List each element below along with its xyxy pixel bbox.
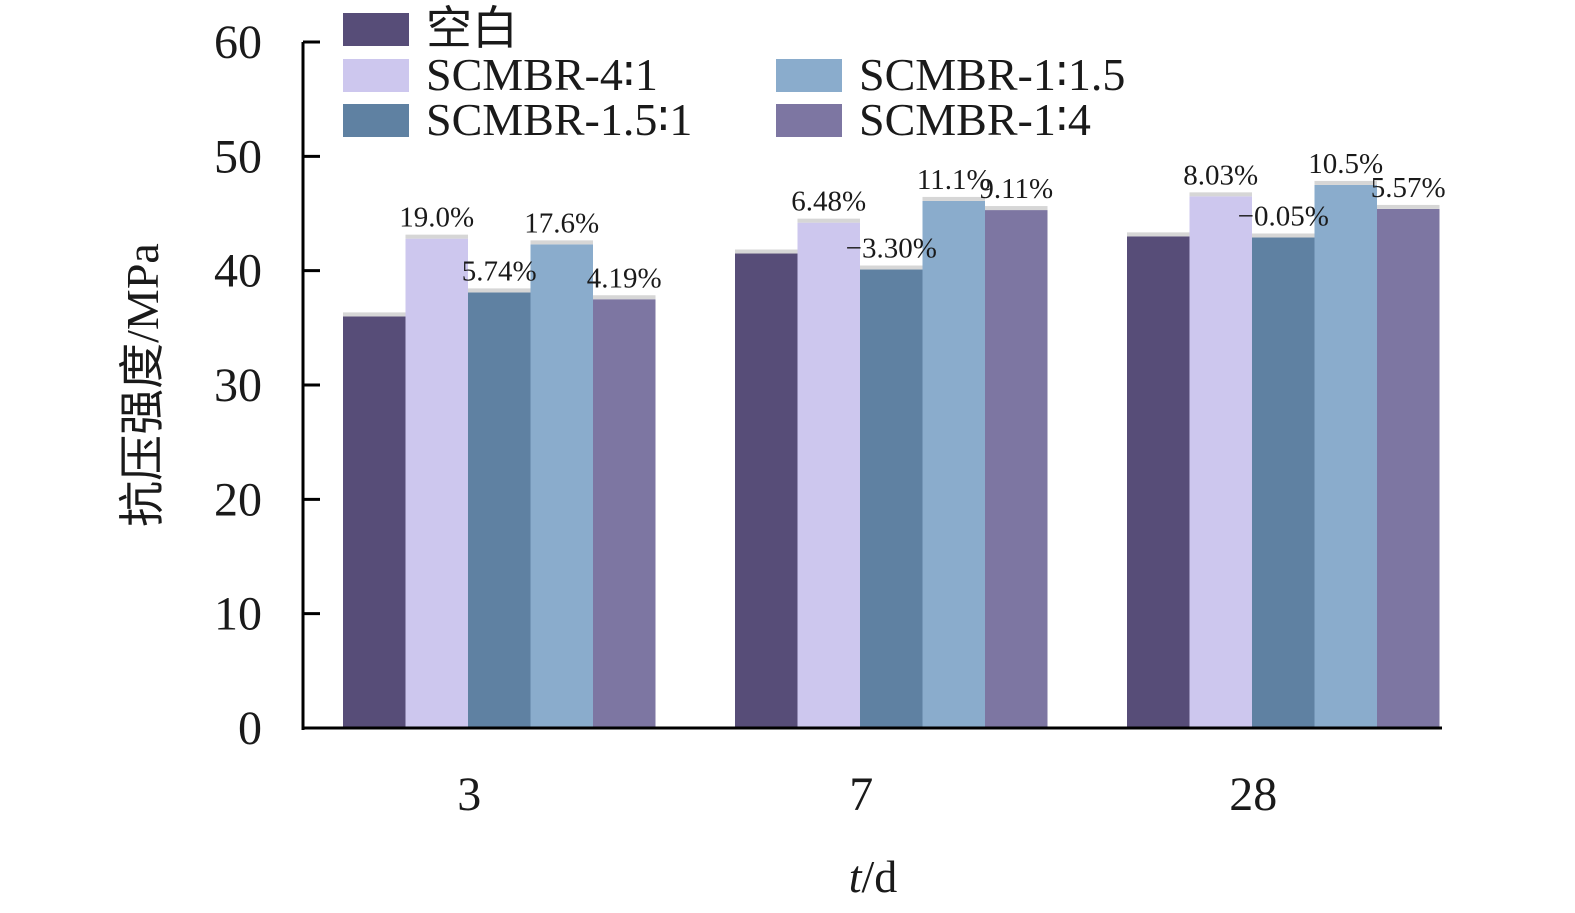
bar-3-2 — [405, 238, 468, 729]
y-tick-label-10: 10 — [214, 588, 262, 641]
bar-28-2 — [1189, 196, 1252, 729]
bar-cap-7-4 — [922, 196, 985, 201]
bar-cap-28-1 — [1127, 232, 1190, 237]
data-label-3-3: 5.74% — [462, 255, 537, 287]
bar-cap-7-5 — [985, 206, 1048, 211]
legend-label-5: SCMBR-1∶4 — [859, 94, 1091, 145]
bar-3-3 — [468, 292, 531, 728]
bar-7-3 — [860, 269, 923, 728]
bar-7-1 — [735, 253, 798, 728]
bar-7-2 — [797, 222, 860, 728]
bar-28-1 — [1127, 236, 1190, 728]
data-label-3-2: 19.0% — [399, 202, 474, 234]
legend-swatch-4 — [776, 59, 842, 92]
y-tick-label-50: 50 — [214, 130, 262, 183]
data-label-28-5: 5.57% — [1371, 172, 1446, 204]
data-label-7-2: 6.48% — [791, 186, 866, 218]
y-tick-label-40: 40 — [214, 245, 262, 298]
y-tick-label-20: 20 — [214, 473, 262, 526]
bar-cap-7-2 — [797, 218, 860, 223]
bar-28-3 — [1252, 237, 1315, 728]
data-label-28-4: 10.5% — [1308, 148, 1383, 180]
data-label-3-5: 4.19% — [587, 262, 662, 294]
legend-label-1: 空白 — [426, 3, 518, 54]
legend-label-3: SCMBR-1.5∶1 — [426, 94, 692, 145]
legend-swatch-2 — [343, 59, 409, 92]
bar-cap-28-4 — [1314, 180, 1377, 185]
bar-cap-7-1 — [735, 249, 798, 254]
data-label-28-3: −0.05% — [1238, 201, 1329, 233]
x-axis-title: t/d — [849, 851, 898, 902]
data-labels-layer: 19.0% 5.74% 17.6% 4.19% 6.48% −3.30% 11.1%9.11… — [399, 148, 1445, 294]
bar-cap-3-5 — [593, 295, 656, 300]
bar-28-5 — [1377, 208, 1440, 729]
y-tick-label-0: 0 — [238, 702, 262, 755]
y-tick-label-30: 30 — [214, 359, 262, 412]
bar-cap-28-2 — [1189, 192, 1252, 197]
bar-28-4 — [1314, 184, 1377, 728]
legend-label-2: SCMBR-4∶1 — [426, 49, 658, 100]
legend-swatch-1 — [343, 13, 409, 46]
bar-cap-3-4 — [530, 240, 593, 245]
y-axis-title: 抗压强度/MPa — [117, 243, 168, 527]
bars-layer — [343, 180, 1440, 729]
bar-cap-3-2 — [405, 234, 468, 239]
bar-7-4 — [922, 200, 985, 728]
bar-cap-3-3 — [468, 288, 531, 293]
data-label-28-2: 8.03% — [1183, 159, 1258, 191]
x-tick-label-3: 3 — [457, 768, 481, 821]
bar-3-1 — [343, 316, 406, 728]
x-tick-label-7: 7 — [849, 768, 873, 821]
data-label-7-4: 11.1% — [917, 164, 991, 196]
bar-3-4 — [530, 244, 593, 728]
bar-cap-7-3 — [860, 265, 923, 270]
axes-layer: 0 10 20 30 40 50 60 3 7 28 — [214, 16, 1442, 821]
x-tick-label-28: 28 — [1229, 768, 1277, 821]
bar-7-5 — [985, 210, 1048, 728]
legend-label-4: SCMBR-1∶1.5 — [859, 49, 1125, 100]
y-tick-label-60: 60 — [214, 16, 262, 69]
data-label-7-5: 9.11% — [979, 173, 1053, 205]
bar-cap-3-1 — [343, 312, 406, 317]
data-label-7-3: −3.30% — [846, 233, 937, 265]
legend-swatch-5 — [776, 104, 842, 137]
bar-3-5 — [593, 299, 656, 728]
bar-cap-28-5 — [1377, 204, 1440, 209]
bar-cap-28-3 — [1252, 233, 1315, 238]
legend-swatch-3 — [343, 104, 409, 137]
data-label-3-4: 17.6% — [524, 207, 599, 239]
